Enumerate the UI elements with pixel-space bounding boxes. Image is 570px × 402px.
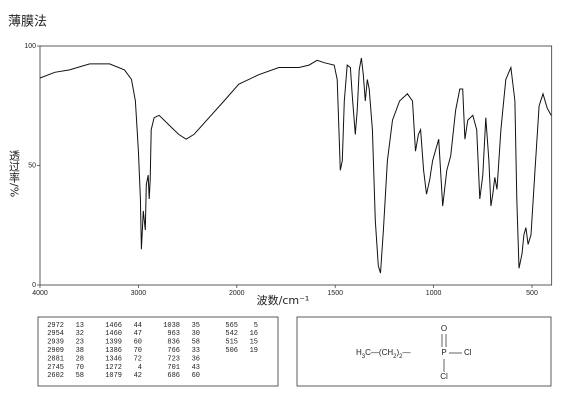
peak-wavenumber: 1346 <box>105 355 122 363</box>
peak-wavenumber: 2954 <box>47 330 64 338</box>
peak-transmittance: 58 <box>192 339 200 347</box>
x-tick-label: 2000 <box>229 290 245 297</box>
peak-wavenumber: 836 <box>167 339 180 347</box>
structure-part: C—(CH <box>365 348 393 357</box>
peak-wavenumber: 1460 <box>105 330 122 338</box>
x-tick-label: 1000 <box>426 290 442 297</box>
x-tick-label: 500 <box>526 290 538 297</box>
x-tick-label: 1500 <box>327 290 343 297</box>
x-tick-label: 3000 <box>131 290 147 297</box>
x-tick-label: 4000 <box>32 290 48 297</box>
peak-wavenumber: 565 <box>225 322 238 330</box>
peak-transmittance: 19 <box>250 347 258 355</box>
peak-wavenumber: 1038 <box>163 322 180 330</box>
structure-bottom: Cl <box>440 372 448 381</box>
peak-transmittance: 35 <box>192 322 200 330</box>
peak-wavenumber: 1386 <box>105 347 122 355</box>
peak-transmittance: 5 <box>254 322 258 330</box>
structure-part: H <box>356 348 362 357</box>
peak-transmittance: 13 <box>76 322 84 330</box>
structure-part: 2 <box>399 354 403 360</box>
peak-wavenumber: 506 <box>225 347 238 355</box>
y-tick-label: 100 <box>24 43 36 50</box>
peak-wavenumber: 963 <box>167 330 180 338</box>
peak-transmittance: 4 <box>138 364 142 372</box>
structure-box <box>296 316 552 387</box>
peak-transmittance: 30 <box>192 330 200 338</box>
spectrum-line <box>39 57 552 274</box>
peak-transmittance: 47 <box>134 330 142 338</box>
chart-title: 薄膜法 <box>8 15 47 30</box>
peak-transmittance: 15 <box>250 339 258 347</box>
peak-wavenumber: 686 <box>167 372 180 380</box>
x-axis-label: 波数/cm⁻¹ <box>257 294 310 307</box>
peak-transmittance: 38 <box>76 347 84 355</box>
peak-wavenumber: 2909 <box>47 347 64 355</box>
structure-part: 3 <box>362 354 366 360</box>
peak-transmittance: 43 <box>192 364 200 372</box>
peak-transmittance: 60 <box>192 372 200 380</box>
peak-wavenumber: 2972 <box>47 322 64 330</box>
structure-part: 2 <box>393 354 397 360</box>
peak-transmittance: 60 <box>134 339 142 347</box>
peak-transmittance: 42 <box>134 372 142 380</box>
peak-transmittance: 16 <box>250 330 258 338</box>
structure-right: Cl <box>464 348 472 357</box>
peak-wavenumber: 515 <box>225 339 238 347</box>
structure: H3C—(CH2)2— P O Cl Cl <box>356 324 472 381</box>
y-tick-label: 0 <box>32 282 36 289</box>
peak-transmittance: 36 <box>192 355 200 363</box>
peak-transmittance: 32 <box>76 330 84 338</box>
peak-transmittance: 58 <box>76 372 84 380</box>
peak-wavenumber: 1272 <box>105 364 122 372</box>
plot-frame <box>39 45 553 286</box>
peak-transmittance: 70 <box>76 364 84 372</box>
structure-part: ) <box>396 348 399 357</box>
peak-wavenumber: 701 <box>167 364 180 372</box>
peak-wavenumber: 542 <box>225 330 238 338</box>
peak-wavenumber: 1466 <box>105 322 122 330</box>
peak-wavenumber: 723 <box>167 355 180 363</box>
structure-chain: H3C—(CH2)2— <box>356 348 410 359</box>
y-axis-label: 透过率/% <box>8 150 21 197</box>
peak-wavenumber: 766 <box>167 347 180 355</box>
peak-transmittance: 23 <box>76 339 84 347</box>
peak-transmittance: 33 <box>192 347 200 355</box>
structure-atom: P <box>441 348 446 357</box>
structure-part: — <box>402 348 410 357</box>
y-tick-label: 50 <box>28 162 36 169</box>
peak-table-box <box>37 316 279 387</box>
peak-wavenumber: 2745 <box>47 364 64 372</box>
peak-transmittance: 70 <box>134 347 142 355</box>
peak-wavenumber: 2939 <box>47 339 64 347</box>
peak-wavenumber: 1399 <box>105 339 122 347</box>
peak-wavenumber: 1079 <box>105 372 122 380</box>
peak-wavenumber: 2602 <box>47 372 64 380</box>
structure-top: O <box>441 324 447 333</box>
peak-wavenumber: 2881 <box>47 355 64 363</box>
peak-transmittance: 72 <box>134 355 142 363</box>
peak-transmittance: 28 <box>76 355 84 363</box>
peak-transmittance: 44 <box>134 322 142 330</box>
